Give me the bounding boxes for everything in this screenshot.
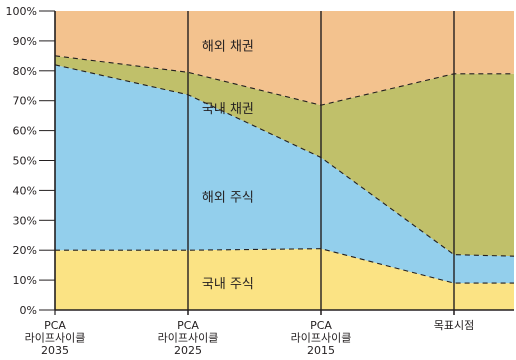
x-category-label: PCA 라이프사이클 2015 xyxy=(291,319,352,357)
domestic-stock-area xyxy=(55,248,514,310)
label-domestic-bond: 국내 채권 xyxy=(202,102,254,117)
y-tick-label: 0% xyxy=(20,304,37,317)
y-tick-label: 60% xyxy=(13,125,37,138)
foreign-bond-area xyxy=(55,11,514,106)
domestic-stock-boundary xyxy=(55,248,514,284)
domestic-bond-area xyxy=(55,55,514,257)
x-category-label: PCA 라이프사이클 2035 xyxy=(25,319,86,357)
y-tick-label: 10% xyxy=(13,274,37,287)
axes: 0% 10% 20% 30% 40% 50% 60% 70% 80% 90% 100% PCA 라이프사… xyxy=(6,5,514,357)
y-tick-label: 100% xyxy=(6,5,37,18)
label-foreign-stock: 해외 주식 xyxy=(202,190,254,205)
category-gridlines xyxy=(187,11,455,315)
label-foreign-bond: 해외 채권 xyxy=(202,39,254,54)
y-tick-label: 90% xyxy=(13,35,37,48)
y-tick-label: 80% xyxy=(13,65,37,78)
area-bands xyxy=(55,11,514,310)
y-tick-label: 50% xyxy=(13,155,37,168)
domestic-bond-boundary xyxy=(54,55,514,106)
x-category-label: 목표시점 xyxy=(434,319,474,332)
band-labels: 국내 주식 해외 주식 국내 채권 해외 채권 xyxy=(202,39,254,292)
foreign-stock-boundary xyxy=(54,64,515,257)
boundary-lines xyxy=(54,55,515,284)
y-tick-label: 30% xyxy=(13,214,37,227)
label-domestic-stock: 국내 주식 xyxy=(202,277,254,292)
foreign-stock-area xyxy=(55,64,514,284)
x-category-label: PCA 라이프사이클 2025 xyxy=(158,319,219,357)
y-tick-label: 40% xyxy=(13,184,37,197)
y-tick-label: 70% xyxy=(13,95,37,108)
y-tick-label: 20% xyxy=(13,244,37,257)
